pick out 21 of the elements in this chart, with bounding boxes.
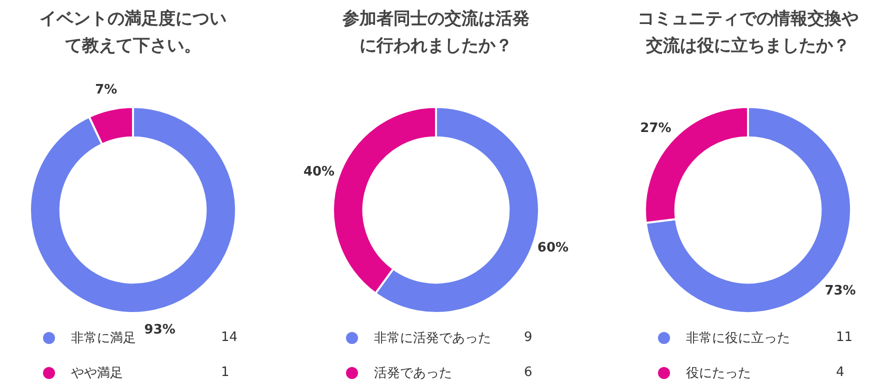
legend-label: 非常に役に立った bbox=[686, 330, 791, 346]
legend-label: 役にたった bbox=[686, 364, 752, 382]
data-label: 7% bbox=[95, 82, 118, 98]
legend-label: やや満足 bbox=[71, 364, 124, 382]
chart-title: イベントの満足度について教えて下さい。 bbox=[38, 8, 228, 58]
text: 4 bbox=[836, 365, 844, 380]
chart-title: 参加者同士の交流は活発に行われましたか？ bbox=[342, 8, 530, 58]
data-label: 73% bbox=[824, 284, 856, 299]
legend-label: 活発であった bbox=[374, 364, 453, 382]
legend-label: 非常に満足 bbox=[71, 330, 136, 346]
data-label: 93% bbox=[144, 322, 176, 338]
data-label: 27% bbox=[640, 121, 672, 136]
text: 9 bbox=[524, 330, 532, 345]
text: 14 bbox=[221, 330, 238, 345]
text: 6 bbox=[524, 365, 532, 380]
text: 11 bbox=[836, 330, 853, 345]
chart-title: コミュニティでの情報交換や交流は役に立ちましたか？ bbox=[636, 8, 860, 58]
text: 1 bbox=[221, 365, 230, 380]
data-label: 60% bbox=[537, 240, 569, 256]
data-label: 40% bbox=[303, 164, 335, 180]
legend-label: 非常に活発であった bbox=[374, 330, 492, 346]
